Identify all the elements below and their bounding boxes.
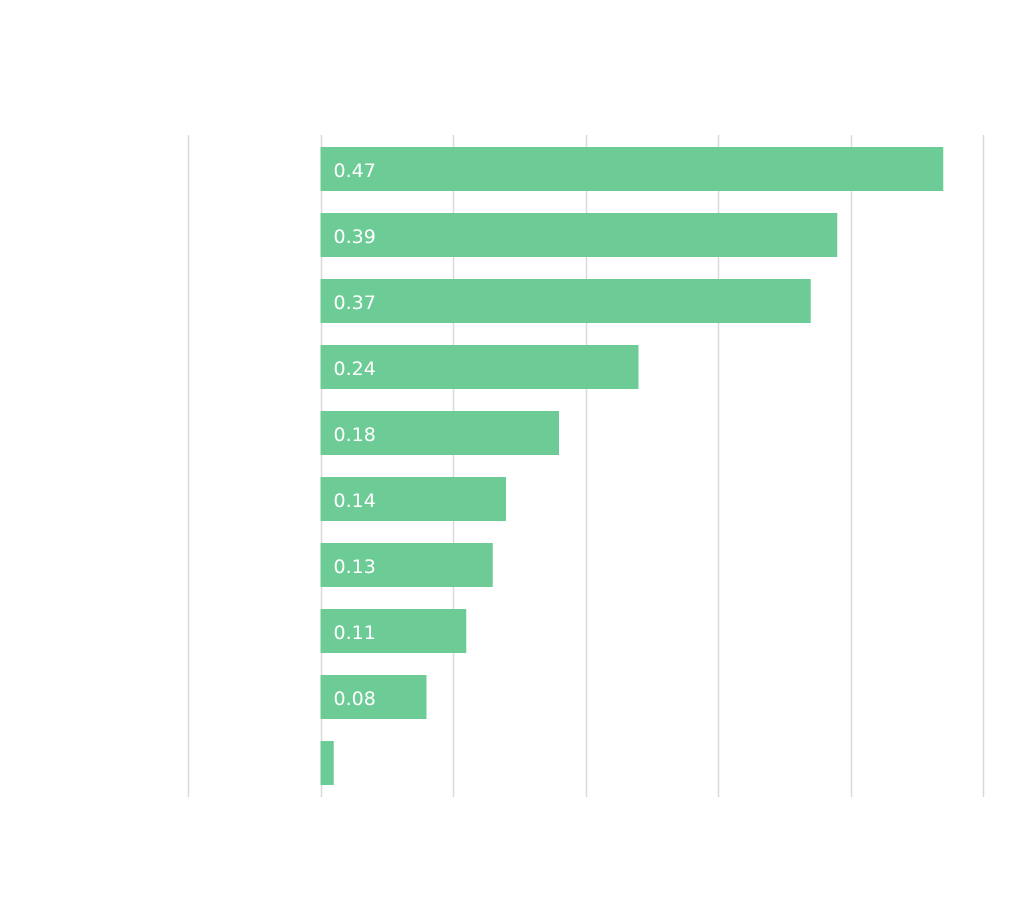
bar — [320, 741, 334, 785]
data-label: 0.18 — [334, 424, 376, 446]
bars: 0.47 0.39 0.37 0.24 0.18 0.14 0.13 0.11 0.08 0.01 — [320, 147, 944, 785]
data-label: 0.24 — [334, 358, 376, 380]
bar — [320, 411, 559, 455]
bar-group: 0.37 — [320, 279, 811, 323]
bar-group: 0.18 — [320, 411, 559, 455]
data-label: 0.08 — [334, 688, 376, 710]
bar — [320, 675, 427, 719]
data-label: 0.39 — [334, 226, 376, 248]
data-label: 0.13 — [334, 556, 376, 578]
bar-group: 0.08 — [320, 675, 427, 719]
bar — [320, 147, 944, 191]
bar-group: 0.01 — [320, 741, 376, 785]
bar — [320, 213, 838, 257]
data-label: 0.01 — [334, 754, 376, 776]
data-label: 0.11 — [334, 622, 376, 644]
bar-group: 0.13 — [320, 543, 493, 587]
bar-group: 0.39 — [320, 213, 838, 257]
data-label: 0.14 — [334, 490, 376, 512]
data-label: 0.47 — [334, 160, 376, 182]
bar-group: 0.47 — [320, 147, 944, 191]
bar — [320, 609, 467, 653]
bar — [320, 345, 639, 389]
bar-group: 0.11 — [320, 609, 467, 653]
bar-group: 0.24 — [320, 345, 639, 389]
bar-group: 0.14 — [320, 477, 506, 521]
bar — [320, 477, 506, 521]
data-label: 0.37 — [334, 292, 376, 314]
bar — [320, 543, 493, 587]
bar — [320, 279, 811, 323]
